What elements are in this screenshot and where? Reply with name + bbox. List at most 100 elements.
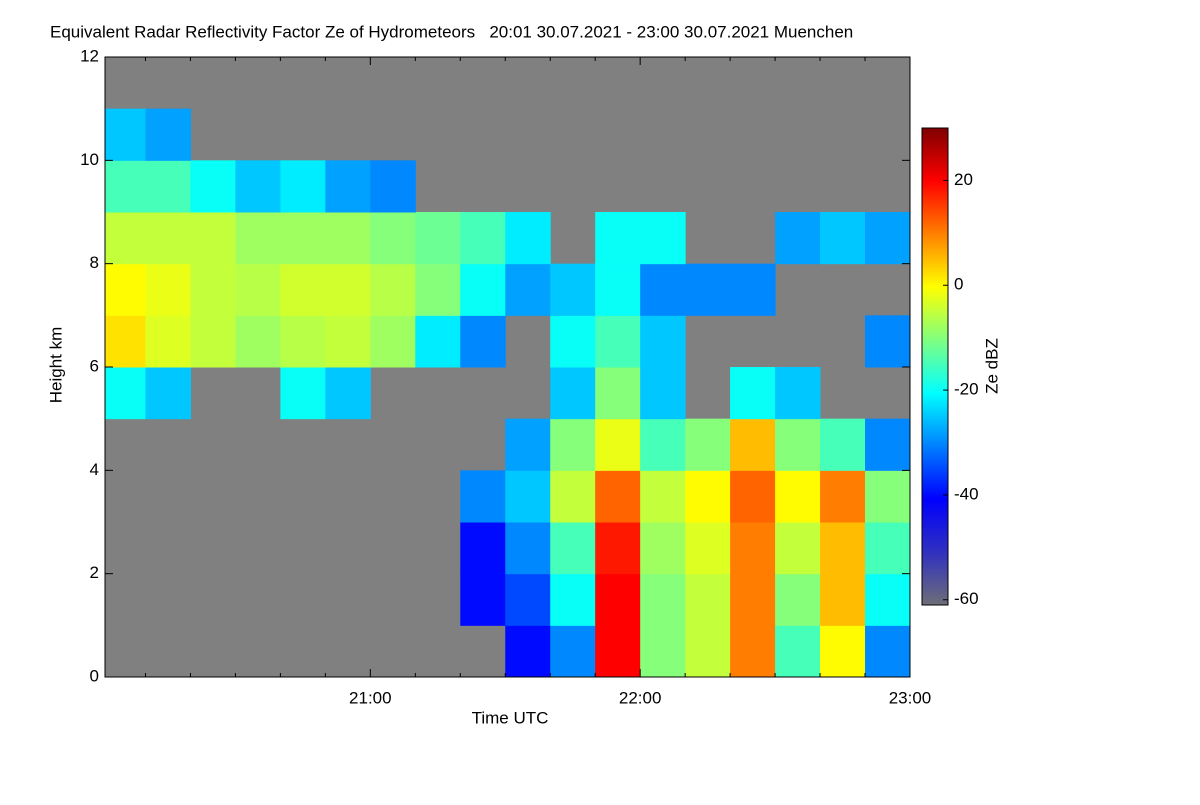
reflectivity-cell bbox=[865, 625, 911, 678]
reflectivity-cell bbox=[775, 470, 821, 523]
reflectivity-cell bbox=[685, 522, 731, 575]
reflectivity-cell bbox=[640, 522, 686, 575]
reflectivity-cell bbox=[775, 367, 821, 420]
reflectivity-cell bbox=[280, 263, 326, 316]
reflectivity-cell bbox=[415, 212, 461, 265]
reflectivity-cell bbox=[235, 315, 281, 368]
colorbar-tick-label: -60 bbox=[954, 589, 979, 608]
reflectivity-cell bbox=[460, 263, 506, 316]
reflectivity-cell bbox=[865, 418, 911, 471]
reflectivity-cell bbox=[370, 315, 416, 368]
reflectivity-cell bbox=[190, 315, 236, 368]
reflectivity-cell bbox=[145, 263, 191, 316]
reflectivity-cell bbox=[820, 522, 866, 575]
reflectivity-cell bbox=[730, 418, 776, 471]
reflectivity-cell bbox=[595, 367, 641, 420]
reflectivity-cell bbox=[505, 418, 551, 471]
reflectivity-cell bbox=[505, 212, 551, 265]
reflectivity-cell bbox=[145, 160, 191, 213]
reflectivity-cell bbox=[865, 315, 911, 368]
reflectivity-cell bbox=[730, 522, 776, 575]
reflectivity-cell bbox=[730, 367, 776, 420]
reflectivity-cell bbox=[865, 522, 911, 575]
reflectivity-cell bbox=[550, 367, 596, 420]
reflectivity-cell bbox=[640, 212, 686, 265]
reflectivity-cell bbox=[640, 367, 686, 420]
reflectivity-cell bbox=[505, 573, 551, 626]
reflectivity-cell bbox=[775, 625, 821, 678]
reflectivity-cell bbox=[105, 212, 146, 265]
reflectivity-cell bbox=[325, 263, 371, 316]
x-tick-label: 22:00 bbox=[619, 688, 662, 707]
reflectivity-cell bbox=[640, 470, 686, 523]
colorbar-tick-label: 20 bbox=[954, 170, 973, 189]
y-tick-label: 10 bbox=[80, 150, 99, 169]
reflectivity-cell bbox=[595, 522, 641, 575]
reflectivity-cell bbox=[280, 315, 326, 368]
y-tick-label: 2 bbox=[90, 563, 99, 582]
reflectivity-cell bbox=[865, 212, 911, 265]
reflectivity-cell bbox=[190, 212, 236, 265]
reflectivity-cell bbox=[595, 470, 641, 523]
reflectivity-cell bbox=[820, 470, 866, 523]
reflectivity-cell bbox=[460, 573, 506, 626]
reflectivity-cell bbox=[640, 625, 686, 678]
y-tick-label: 0 bbox=[90, 666, 99, 685]
y-tick-label: 6 bbox=[90, 356, 99, 375]
reflectivity-cell bbox=[505, 625, 551, 678]
reflectivity-cell bbox=[595, 263, 641, 316]
reflectivity-cell bbox=[105, 367, 146, 420]
reflectivity-cell bbox=[775, 573, 821, 626]
reflectivity-cell bbox=[145, 108, 191, 161]
reflectivity-cell bbox=[865, 470, 911, 523]
reflectivity-cell bbox=[775, 212, 821, 265]
y-axis-label: Height km bbox=[46, 327, 65, 404]
reflectivity-cell bbox=[640, 418, 686, 471]
reflectivity-cell bbox=[595, 573, 641, 626]
y-tick-label: 4 bbox=[90, 460, 99, 479]
reflectivity-cell bbox=[325, 367, 371, 420]
colorbar-label: Ze dBZ bbox=[982, 338, 1001, 394]
reflectivity-cell bbox=[325, 315, 371, 368]
reflectivity-cell bbox=[685, 625, 731, 678]
reflectivity-cell bbox=[235, 212, 281, 265]
reflectivity-cell bbox=[280, 367, 326, 420]
reflectivity-cell bbox=[685, 263, 731, 316]
colorbar-tick-label: -20 bbox=[954, 380, 979, 399]
chart-title: Equivalent Radar Reflectivity Factor Ze … bbox=[50, 22, 853, 41]
y-tick-label: 12 bbox=[80, 46, 99, 65]
y-tick-label: 8 bbox=[90, 253, 99, 272]
reflectivity-cell bbox=[460, 522, 506, 575]
reflectivity-cell bbox=[685, 470, 731, 523]
reflectivity-cell bbox=[550, 470, 596, 523]
reflectivity-cell bbox=[595, 315, 641, 368]
reflectivity-cell bbox=[105, 160, 146, 213]
reflectivity-cell bbox=[370, 212, 416, 265]
reflectivity-cell bbox=[280, 160, 326, 213]
reflectivity-cell bbox=[595, 625, 641, 678]
reflectivity-cell bbox=[550, 263, 596, 316]
reflectivity-cell bbox=[685, 573, 731, 626]
reflectivity-cell bbox=[145, 212, 191, 265]
reflectivity-cell bbox=[145, 367, 191, 420]
reflectivity-cell bbox=[775, 418, 821, 471]
reflectivity-cell bbox=[105, 315, 146, 368]
reflectivity-cell bbox=[460, 315, 506, 368]
reflectivity-cell bbox=[235, 263, 281, 316]
reflectivity-cell bbox=[190, 160, 236, 213]
reflectivity-cell bbox=[685, 418, 731, 471]
reflectivity-cell bbox=[550, 522, 596, 575]
colorbar bbox=[921, 127, 949, 606]
reflectivity-cell bbox=[460, 470, 506, 523]
reflectivity-cell bbox=[505, 522, 551, 575]
reflectivity-cell bbox=[820, 625, 866, 678]
reflectivity-cell bbox=[415, 263, 461, 316]
reflectivity-cell bbox=[105, 263, 146, 316]
reflectivity-cell bbox=[460, 212, 506, 265]
reflectivity-cell bbox=[730, 263, 776, 316]
reflectivity-cell bbox=[105, 108, 146, 161]
reflectivity-cell bbox=[145, 315, 191, 368]
reflectivity-cell bbox=[820, 573, 866, 626]
reflectivity-cell bbox=[280, 212, 326, 265]
